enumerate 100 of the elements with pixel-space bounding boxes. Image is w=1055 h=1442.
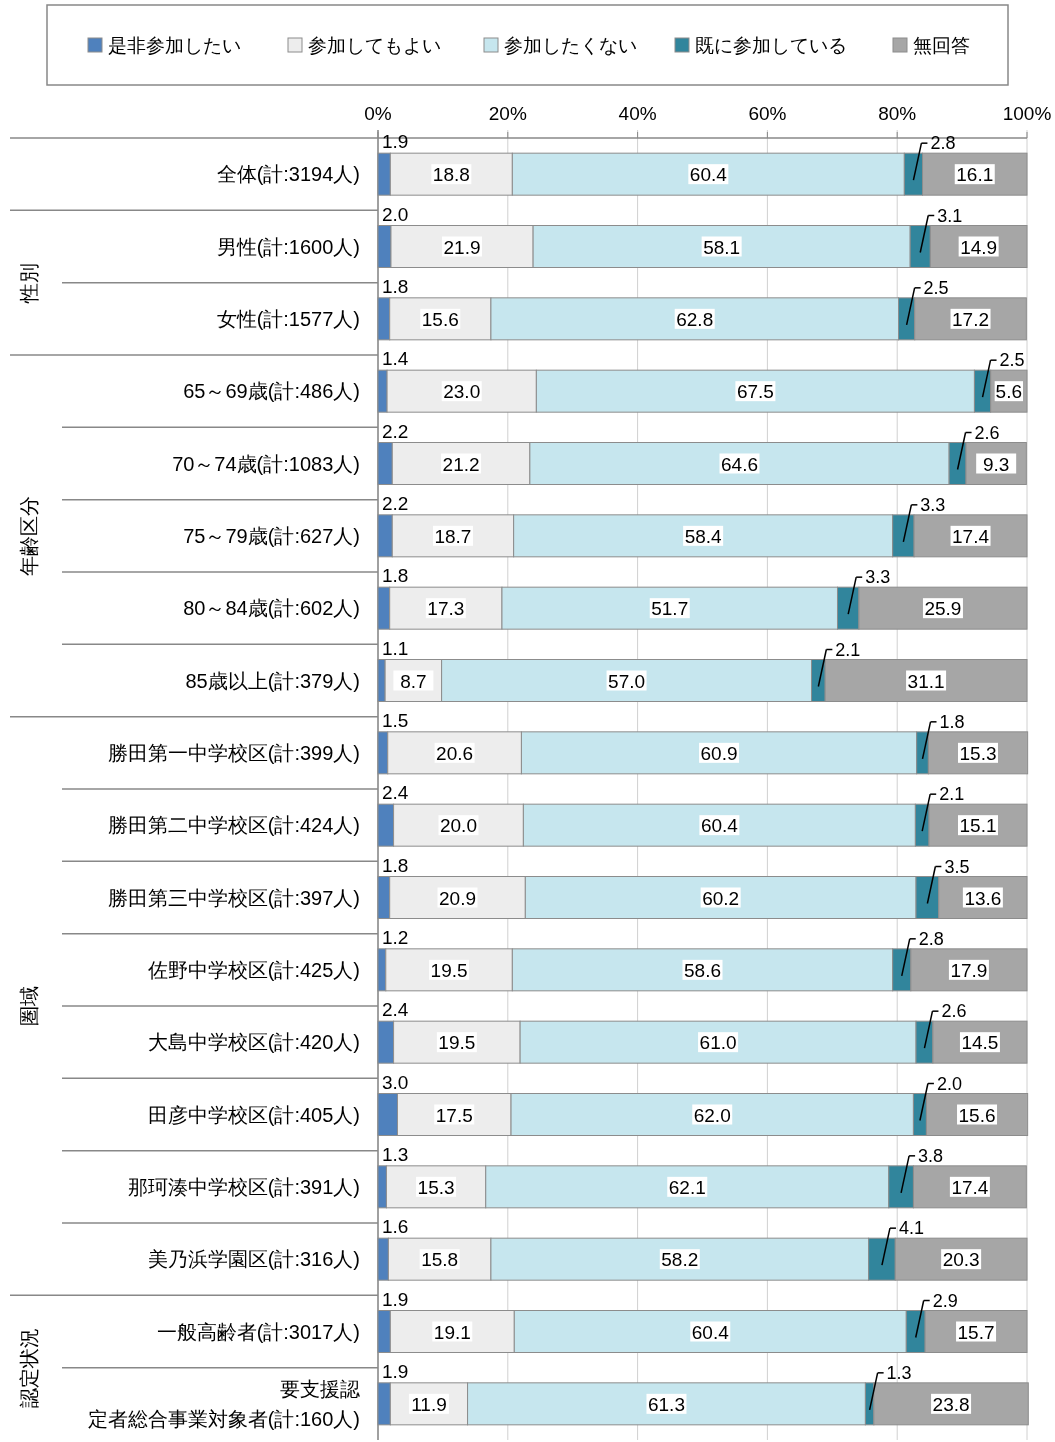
data-label: 19.5 bbox=[430, 959, 468, 981]
data-label: 23.0 bbox=[443, 381, 481, 403]
data-label: 20.9 bbox=[439, 887, 476, 909]
data-label: 1.3 bbox=[886, 1362, 912, 1383]
data-label: 2.4 bbox=[382, 999, 409, 1021]
data-label: 60.2 bbox=[702, 887, 740, 909]
data-label: 2.8 bbox=[930, 133, 956, 154]
text: 圏域 bbox=[18, 986, 40, 1026]
data-label: 62.8 bbox=[676, 308, 714, 330]
data-label: 1.8 bbox=[382, 854, 409, 876]
data-label: 17.4 bbox=[951, 1176, 989, 1198]
data-label: 2.5 bbox=[923, 277, 949, 298]
data-label: 19.5 bbox=[438, 1032, 476, 1054]
y-tick-label: 勝田第二中学校区(計:424人) bbox=[107, 814, 360, 837]
data-label: 15.6 bbox=[958, 1104, 996, 1126]
legend-label: 無回答 bbox=[913, 35, 970, 56]
data-label: 62.1 bbox=[668, 1176, 706, 1198]
data-label: 25.9 bbox=[924, 598, 962, 620]
data-label: 60.4 bbox=[691, 1321, 730, 1343]
data-label: 17.3 bbox=[427, 598, 465, 620]
legend-label: 参加してもよい bbox=[308, 35, 441, 56]
x-tick-label: 100% bbox=[1002, 103, 1052, 124]
data-label: 17.4 bbox=[952, 525, 990, 547]
data-label: 15.8 bbox=[421, 1249, 459, 1271]
data-label: 2.2 bbox=[382, 420, 409, 442]
y-tick-label: 勝田第一中学校区(計:399人) bbox=[107, 741, 360, 764]
data-label: 1.9 bbox=[382, 1288, 409, 1310]
data-label: 21.2 bbox=[442, 453, 480, 475]
text: 年齢区分 bbox=[18, 495, 40, 576]
data-label: 8.7 bbox=[400, 670, 427, 692]
data-label: 15.3 bbox=[417, 1176, 455, 1198]
data-label: 2.1 bbox=[939, 784, 965, 805]
data-label: 60.9 bbox=[700, 742, 738, 764]
y-tick-label: 80～84歳(計:602人) bbox=[183, 597, 360, 620]
data-label: 2.0 bbox=[382, 203, 409, 225]
data-label: 3.1 bbox=[937, 205, 963, 226]
y-tick-label: 70～74歳(計:1083人) bbox=[172, 452, 360, 475]
y-tick-label: 男性(計:1600人) bbox=[216, 235, 360, 258]
y-tick-label: 要支援認定者総合事業対象者(計:160人) bbox=[87, 1377, 360, 1430]
data-label: 1.1 bbox=[382, 637, 409, 659]
data-label: 1.5 bbox=[382, 709, 409, 731]
y-tick-label: 全体(計:3194人) bbox=[216, 163, 360, 186]
data-label: 1.8 bbox=[939, 711, 965, 732]
legend-label: 是非参加したい bbox=[108, 35, 241, 56]
y-tick-label: 大島中学校区(計:420人) bbox=[147, 1031, 360, 1054]
data-label: 17.5 bbox=[435, 1104, 473, 1126]
x-tick-label: 40% bbox=[618, 103, 657, 124]
data-label: 15.1 bbox=[959, 815, 997, 837]
y-tick-label: 75～79歳(計:627人) bbox=[183, 524, 360, 547]
data-label: 2.0 bbox=[936, 1073, 962, 1094]
data-label: 1.4 bbox=[382, 348, 409, 370]
data-label: 1.3 bbox=[382, 1143, 409, 1165]
data-label: 18.8 bbox=[432, 164, 470, 186]
data-label: 20.3 bbox=[942, 1249, 980, 1271]
data-label: 57.0 bbox=[608, 670, 646, 692]
data-label: 2.6 bbox=[974, 422, 1000, 443]
y-tick-label: 那珂湊中学校区(計:391人) bbox=[127, 1175, 360, 1198]
data-label: 2.8 bbox=[918, 928, 944, 949]
data-label: 2.9 bbox=[932, 1290, 958, 1311]
y-tick-label: 女性(計:1577人) bbox=[216, 307, 360, 330]
data-label: 4.1 bbox=[898, 1218, 924, 1239]
data-label: 5.6 bbox=[995, 381, 1023, 403]
y-tick-label: 美乃浜学園区(計:316人) bbox=[147, 1248, 360, 1271]
x-tick-label: 0% bbox=[364, 103, 392, 124]
data-label: 31.1 bbox=[907, 670, 945, 692]
data-label: 62.0 bbox=[693, 1104, 731, 1126]
data-label: 21.9 bbox=[443, 236, 481, 258]
data-label: 1.8 bbox=[382, 565, 409, 587]
data-label: 60.4 bbox=[700, 815, 739, 837]
x-tick-label: 20% bbox=[488, 103, 527, 124]
data-label: 15.3 bbox=[959, 742, 997, 764]
data-label: 3.3 bbox=[865, 567, 891, 588]
data-label: 17.2 bbox=[952, 308, 990, 330]
y-tick-label: 一般高齢者(計:3017人) bbox=[156, 1320, 360, 1343]
data-label: 67.5 bbox=[736, 381, 774, 403]
data-label: 20.6 bbox=[436, 742, 474, 764]
data-label: 9.3 bbox=[982, 453, 1010, 475]
data-label: 16.1 bbox=[956, 164, 994, 186]
data-label: 61.3 bbox=[647, 1393, 685, 1415]
data-label: 15.7 bbox=[957, 1321, 995, 1343]
text: 認定状況 bbox=[18, 1327, 40, 1408]
data-label: 1.6 bbox=[382, 1216, 409, 1238]
data-label: 58.2 bbox=[661, 1249, 699, 1271]
data-label: 58.6 bbox=[684, 959, 721, 981]
data-label: 2.4 bbox=[382, 782, 409, 804]
y-tick-label: 田彦中学校区(計:405人) bbox=[147, 1103, 360, 1126]
data-label: 51.7 bbox=[651, 598, 689, 620]
data-label: 13.6 bbox=[964, 887, 1002, 909]
data-label: 3.3 bbox=[920, 494, 946, 515]
data-label: 1.9 bbox=[382, 131, 409, 153]
data-label: 1.2 bbox=[382, 926, 409, 948]
data-label: 58.1 bbox=[703, 236, 741, 258]
data-label: 2.1 bbox=[835, 639, 861, 660]
y-tick-label: 85歳以上(計:379人) bbox=[185, 669, 360, 692]
legend-label: 参加したくない bbox=[504, 35, 637, 56]
data-label: 18.7 bbox=[434, 525, 472, 547]
data-label: 2.6 bbox=[941, 1001, 967, 1022]
data-label: 2.5 bbox=[999, 350, 1025, 371]
data-label: 23.8 bbox=[932, 1393, 970, 1415]
data-label: 2.2 bbox=[382, 492, 409, 514]
